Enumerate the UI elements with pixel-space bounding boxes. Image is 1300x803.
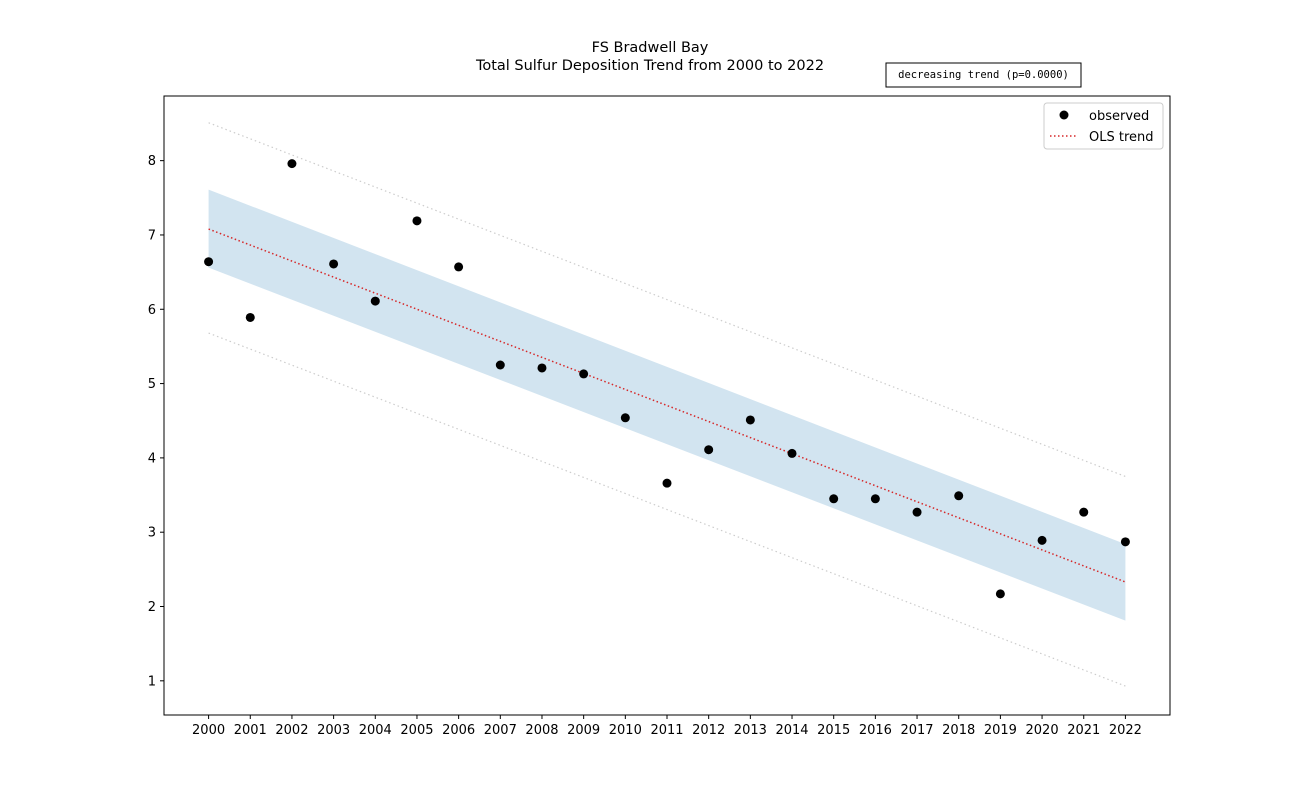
x-tick-label: 2011 (650, 723, 683, 738)
legend-trend-label: OLS trend (1089, 130, 1154, 145)
chart-subtitle: Total Sulfur Deposition Trend from 2000 … (475, 58, 824, 74)
y-tick-label: 8 (148, 154, 156, 169)
data-point (454, 262, 464, 272)
prediction-upper-line (208, 122, 1126, 478)
y-tick-label: 3 (148, 526, 156, 541)
data-point (245, 312, 255, 322)
x-tick-label: 2000 (192, 723, 225, 738)
legend-observed-marker (1059, 110, 1069, 120)
x-tick-label: 2008 (525, 723, 558, 738)
annotation-box: decreasing trend (p=0.0000) (885, 62, 1082, 88)
data-point (870, 494, 880, 504)
trend-annotation: decreasing trend (p=0.0000) (898, 69, 1069, 81)
data-point (204, 257, 214, 267)
x-tick-label: 2020 (1026, 723, 1059, 738)
x-tick-label: 2004 (359, 723, 392, 738)
x-tick-label: 2022 (1109, 723, 1142, 738)
data-point (787, 448, 797, 458)
x-tick-label: 2018 (942, 723, 975, 738)
x-tick-label: 2002 (275, 723, 308, 738)
y-tick-label: 4 (148, 451, 156, 466)
data-point (412, 216, 422, 226)
data-point (537, 363, 547, 373)
x-tick-label: 2001 (234, 723, 267, 738)
data-point (495, 360, 505, 370)
y-tick-label: 7 (148, 228, 156, 243)
y-tick-label: 1 (148, 674, 156, 689)
legend-observed-label: observed (1089, 109, 1149, 124)
x-tick-label: 2014 (775, 723, 808, 738)
y-tick-label: 6 (148, 303, 156, 318)
data-point (620, 413, 630, 423)
x-tick-label: 2015 (817, 723, 850, 738)
data-point (829, 494, 839, 504)
data-point (662, 478, 672, 488)
x-tick-label: 2005 (400, 723, 433, 738)
x-tick-label: 2016 (859, 723, 892, 738)
data-point (1079, 507, 1089, 517)
data-point (954, 491, 964, 501)
legend: observed OLS trend (1043, 102, 1164, 150)
y-tick-label: 5 (148, 377, 156, 392)
data-point (329, 259, 339, 269)
x-tick-label: 2007 (484, 723, 517, 738)
data-point (912, 507, 922, 517)
legend-box (1043, 102, 1164, 150)
prediction-lower-line (208, 332, 1126, 687)
confidence-band (208, 189, 1126, 621)
data-point (579, 369, 589, 379)
data-point (1037, 535, 1047, 545)
data-point (995, 589, 1005, 599)
chart-title: FS Bradwell Bay (592, 40, 709, 56)
x-tick-label: 2019 (984, 723, 1017, 738)
x-tick-label: 2013 (734, 723, 767, 738)
x-tick-label: 2021 (1067, 723, 1100, 738)
y-tick-label: 2 (148, 600, 156, 615)
x-tick-label: 2017 (900, 723, 933, 738)
x-tick-label: 2006 (442, 723, 475, 738)
x-tick-label: 2010 (609, 723, 642, 738)
data-point (704, 445, 714, 455)
data-point (1120, 537, 1130, 547)
data-point (370, 296, 380, 306)
x-tick-label: 2012 (692, 723, 725, 738)
data-point (287, 159, 297, 169)
x-tick-label: 2009 (567, 723, 600, 738)
x-tick-label: 2003 (317, 723, 350, 738)
data-point (745, 415, 755, 425)
